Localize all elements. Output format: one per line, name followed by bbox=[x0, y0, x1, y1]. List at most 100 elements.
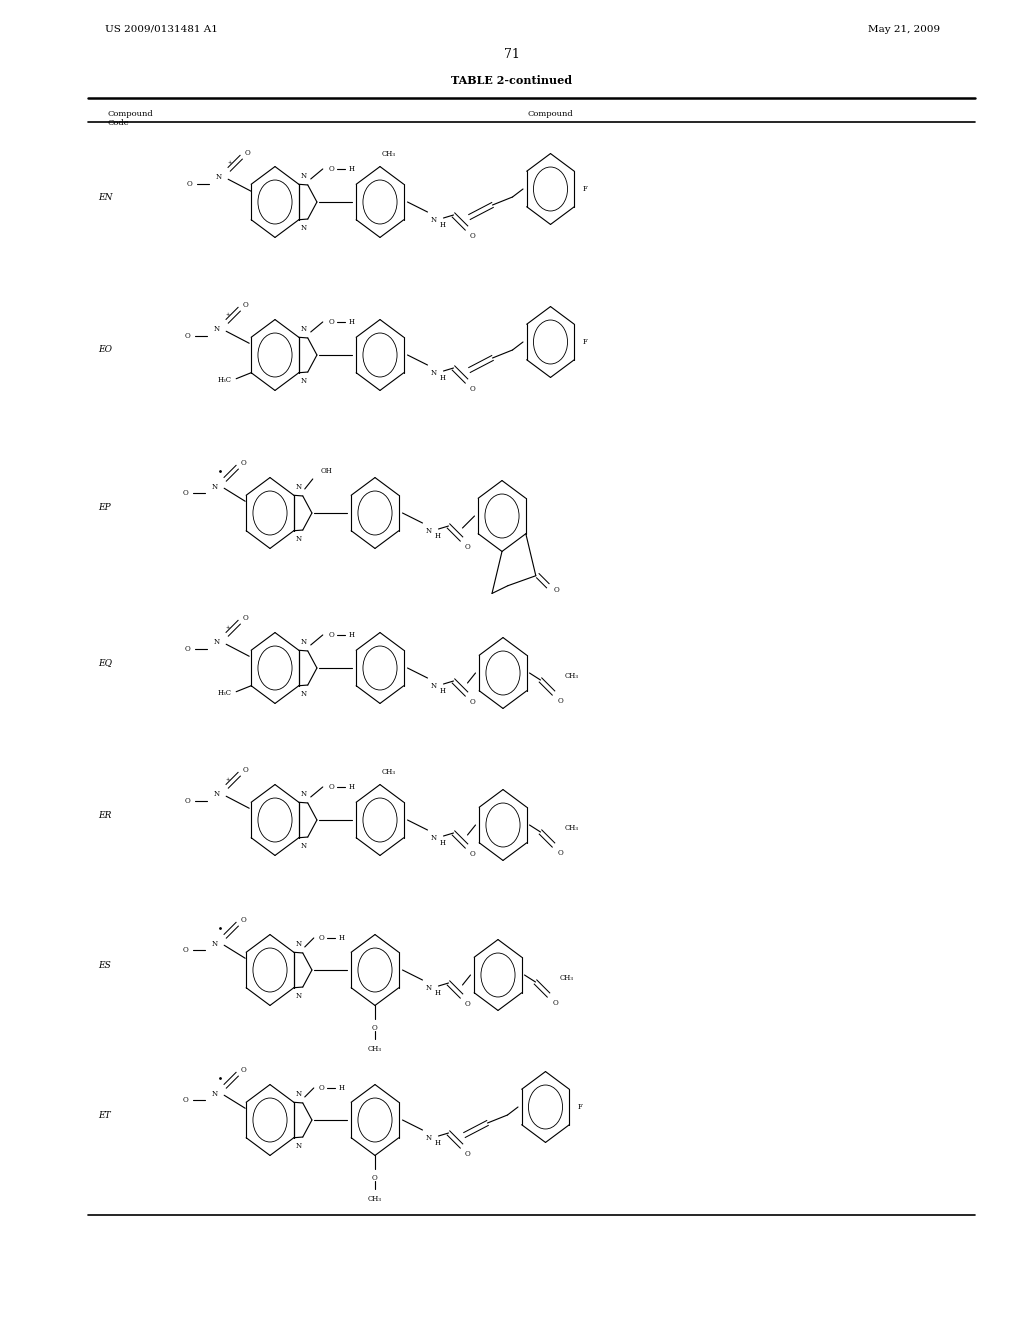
Text: O: O bbox=[182, 946, 188, 954]
Text: H: H bbox=[349, 783, 354, 791]
Text: N: N bbox=[296, 1142, 302, 1150]
Text: O: O bbox=[465, 543, 470, 550]
Text: O: O bbox=[318, 1084, 325, 1092]
Text: O: O bbox=[241, 459, 246, 467]
Text: N: N bbox=[430, 370, 436, 378]
Text: O: O bbox=[372, 1175, 378, 1183]
Text: H: H bbox=[439, 374, 445, 381]
Text: O: O bbox=[465, 1001, 470, 1008]
Text: N: N bbox=[212, 940, 218, 948]
Text: O: O bbox=[465, 1150, 470, 1158]
Text: H: H bbox=[339, 1084, 345, 1092]
Text: F: F bbox=[583, 338, 588, 346]
Text: CH₃: CH₃ bbox=[564, 824, 579, 832]
Text: ER: ER bbox=[98, 810, 112, 820]
Text: N: N bbox=[301, 638, 307, 645]
Text: ES: ES bbox=[98, 961, 111, 969]
Text: H: H bbox=[349, 318, 354, 326]
Text: O: O bbox=[241, 916, 246, 924]
Text: N: N bbox=[301, 842, 307, 850]
Text: O: O bbox=[554, 586, 559, 594]
Text: O: O bbox=[329, 318, 335, 326]
Text: O: O bbox=[558, 849, 563, 857]
Text: N: N bbox=[426, 983, 432, 993]
Text: H₃C: H₃C bbox=[217, 376, 231, 384]
Text: O: O bbox=[184, 333, 190, 341]
Text: O: O bbox=[184, 797, 190, 805]
Text: EO: EO bbox=[98, 346, 112, 355]
Text: 71: 71 bbox=[504, 48, 520, 61]
Text: H₃C: H₃C bbox=[217, 689, 231, 697]
Text: H: H bbox=[349, 631, 354, 639]
Text: O: O bbox=[243, 614, 248, 622]
Text: N: N bbox=[214, 639, 220, 647]
Text: O: O bbox=[329, 165, 335, 173]
Text: O: O bbox=[182, 490, 188, 498]
Text: O: O bbox=[184, 645, 190, 653]
Text: CH₃: CH₃ bbox=[368, 1196, 382, 1204]
Text: H: H bbox=[434, 1139, 440, 1147]
Text: ET: ET bbox=[98, 1110, 111, 1119]
Text: F: F bbox=[583, 185, 588, 193]
Text: O: O bbox=[372, 1024, 378, 1032]
Text: N: N bbox=[301, 789, 307, 799]
Text: N: N bbox=[301, 378, 307, 385]
Text: N: N bbox=[430, 216, 436, 224]
Text: H: H bbox=[339, 935, 345, 942]
Text: TABLE 2-continued: TABLE 2-continued bbox=[452, 75, 572, 86]
Text: OH: OH bbox=[321, 467, 333, 475]
Text: O: O bbox=[243, 301, 248, 309]
Text: N: N bbox=[214, 325, 220, 333]
Text: H: H bbox=[439, 686, 445, 696]
Text: N: N bbox=[426, 1134, 432, 1142]
Text: CH₃: CH₃ bbox=[382, 767, 396, 776]
Text: N: N bbox=[430, 682, 436, 690]
Text: H: H bbox=[439, 840, 445, 847]
Text: N: N bbox=[301, 690, 307, 698]
Text: N: N bbox=[296, 993, 302, 1001]
Text: EP: EP bbox=[98, 503, 111, 512]
Text: CH₃: CH₃ bbox=[564, 672, 579, 680]
Text: N: N bbox=[301, 172, 307, 180]
Text: O: O bbox=[241, 1067, 246, 1074]
Text: CH₃: CH₃ bbox=[382, 149, 396, 157]
Text: O: O bbox=[470, 850, 475, 858]
Text: +: + bbox=[225, 777, 229, 783]
Text: May 21, 2009: May 21, 2009 bbox=[868, 25, 940, 34]
Text: O: O bbox=[470, 232, 475, 240]
Text: O: O bbox=[470, 698, 475, 706]
Text: O: O bbox=[553, 999, 558, 1007]
Text: H: H bbox=[439, 220, 445, 228]
Text: N: N bbox=[296, 483, 302, 491]
Text: US 2009/0131481 A1: US 2009/0131481 A1 bbox=[105, 25, 218, 34]
Text: O: O bbox=[245, 149, 250, 157]
Text: O: O bbox=[329, 783, 335, 791]
Text: EQ: EQ bbox=[98, 659, 112, 668]
Text: O: O bbox=[558, 697, 563, 705]
Text: N: N bbox=[296, 940, 302, 948]
Text: Compound: Compound bbox=[527, 110, 572, 117]
Text: +: + bbox=[227, 160, 231, 165]
Text: N: N bbox=[296, 1090, 302, 1098]
Text: H: H bbox=[434, 532, 440, 540]
Text: O: O bbox=[318, 935, 325, 942]
Text: CH₃: CH₃ bbox=[559, 974, 573, 982]
Text: H: H bbox=[434, 989, 440, 997]
Text: N: N bbox=[296, 535, 302, 543]
Text: Compound
Code: Compound Code bbox=[108, 110, 154, 127]
Text: EN: EN bbox=[98, 193, 113, 202]
Text: N: N bbox=[212, 1090, 218, 1098]
Text: N: N bbox=[216, 173, 222, 181]
Text: N: N bbox=[214, 791, 220, 799]
Text: CH₃: CH₃ bbox=[368, 1045, 382, 1053]
Text: O: O bbox=[243, 766, 248, 775]
Text: O: O bbox=[470, 385, 475, 393]
Text: N: N bbox=[426, 527, 432, 535]
Text: N: N bbox=[430, 834, 436, 842]
Text: +: + bbox=[225, 313, 229, 317]
Text: N: N bbox=[212, 483, 218, 491]
Text: O: O bbox=[182, 1096, 188, 1105]
Text: F: F bbox=[578, 1104, 583, 1111]
Text: O: O bbox=[186, 181, 193, 189]
Text: N: N bbox=[301, 224, 307, 232]
